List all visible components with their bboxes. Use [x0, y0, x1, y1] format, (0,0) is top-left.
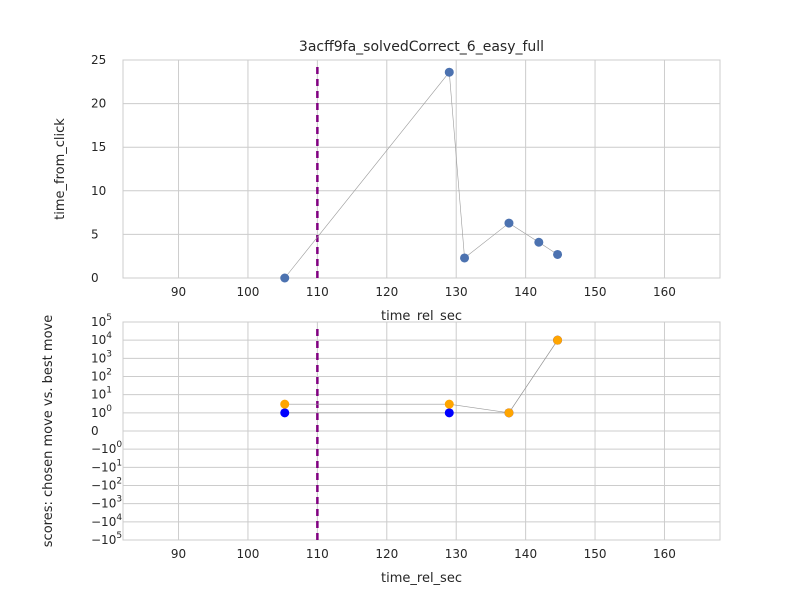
- x-tick-label: 130: [445, 285, 468, 299]
- data-point: [444, 67, 454, 77]
- x-tick-label: 120: [375, 547, 398, 561]
- y-tick-label: 105: [91, 313, 112, 329]
- y-tick-label: 100: [91, 404, 112, 420]
- x-tick-label: 110: [306, 547, 329, 561]
- x-tick-label: 120: [375, 285, 398, 299]
- x-tick-label: 160: [653, 285, 676, 299]
- x-tick-label: 90: [171, 547, 186, 561]
- data-point: [534, 237, 544, 247]
- subplot-2: 90 100 110 120 130 140 150 160 105 104 103 102 101 10…: [41, 313, 721, 586]
- y-tick-label: 103: [91, 349, 112, 365]
- chart-title: 3acff9fa_solvedCorrect_6_easy_full: [299, 39, 544, 55]
- x-axis-label: time_rel_sec: [381, 571, 462, 586]
- y-tick-label: 102: [91, 368, 112, 384]
- x-tick-label: 160: [653, 547, 676, 561]
- data-point: [504, 408, 514, 418]
- y-axis-label: time_from_click: [53, 118, 68, 220]
- plot-frame: [122, 59, 721, 279]
- subplot-1: 90 100 110 120 130 140 150 160 0 5 10 15 20 25 3acff9f…: [53, 39, 721, 324]
- data-point: [280, 408, 290, 418]
- y-tick-label: 0: [91, 424, 99, 438]
- x-tick-label: 90: [171, 285, 186, 299]
- x-axis-label: time_rel_sec: [381, 309, 462, 324]
- y-axis-label: scores: chosen move vs. best move: [41, 315, 56, 547]
- y-tick-label: 10: [91, 184, 106, 198]
- y-tick-label: 15: [91, 140, 106, 154]
- data-point: [280, 273, 290, 283]
- y-tick-label: −100: [91, 440, 122, 456]
- y-tick-label: 0: [91, 271, 99, 285]
- y-tick-label: 5: [91, 227, 99, 241]
- x-tick-label: 140: [514, 285, 537, 299]
- data-point: [280, 399, 290, 409]
- y-tick-label: −105: [91, 531, 122, 547]
- y-tick-label: −102: [91, 477, 122, 493]
- x-tick-label: 110: [306, 285, 329, 299]
- series-line: [284, 340, 558, 414]
- data-point: [444, 408, 454, 418]
- y-tick-label: 20: [91, 97, 106, 111]
- x-tick-label: 150: [584, 285, 607, 299]
- y-tick-label: −101: [91, 458, 122, 474]
- x-tick-label: 150: [584, 547, 607, 561]
- x-tick-label: 100: [237, 285, 260, 299]
- data-point: [460, 253, 470, 263]
- data-point: [553, 249, 563, 259]
- data-point: [553, 335, 563, 345]
- x-tick-label: 130: [445, 547, 468, 561]
- y-tick-label: 104: [91, 331, 112, 347]
- y-tick-label: −104: [91, 513, 122, 529]
- plot-frame: [122, 321, 721, 541]
- y-tick-label: 25: [91, 53, 106, 67]
- plot-area: [123, 60, 720, 278]
- x-tick-label: 140: [514, 547, 537, 561]
- data-point: [444, 399, 454, 409]
- data-point: [504, 218, 514, 228]
- y-tick-label: −103: [91, 495, 122, 511]
- y-tick-label: 101: [91, 386, 112, 402]
- x-tick-label: 100: [237, 547, 260, 561]
